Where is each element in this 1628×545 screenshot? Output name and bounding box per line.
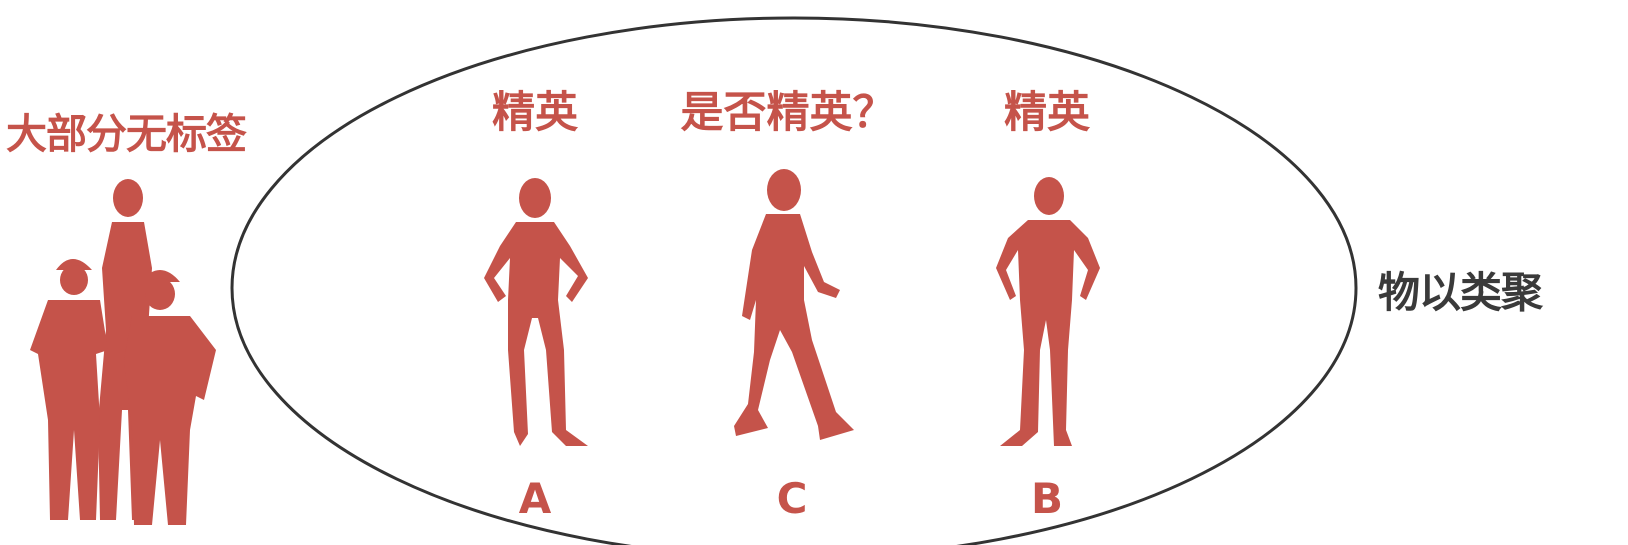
group-worker-right-silhouette — [124, 270, 216, 525]
unlabeled-group-title: 大部分无标签 — [6, 110, 247, 158]
person-a-title: 精英 — [492, 88, 578, 138]
standing-woman-silhouette-icon — [484, 178, 588, 446]
standing-man-silhouette-icon — [996, 177, 1100, 446]
person-c-title: 是否精英？ — [680, 88, 896, 138]
walking-man-silhouette-icon — [734, 169, 854, 440]
person-b-letter: B — [1030, 474, 1064, 523]
person-b-title: 精英 — [1004, 88, 1090, 138]
cluster-ellipse — [230, 16, 1358, 545]
person-a-letter: A — [518, 474, 552, 523]
group-worker-left-silhouette — [30, 259, 108, 520]
workers-group-silhouette-icon — [30, 179, 216, 525]
person-c-letter: C — [776, 474, 808, 523]
cluster-caption: 物以类聚 — [1378, 268, 1543, 317]
